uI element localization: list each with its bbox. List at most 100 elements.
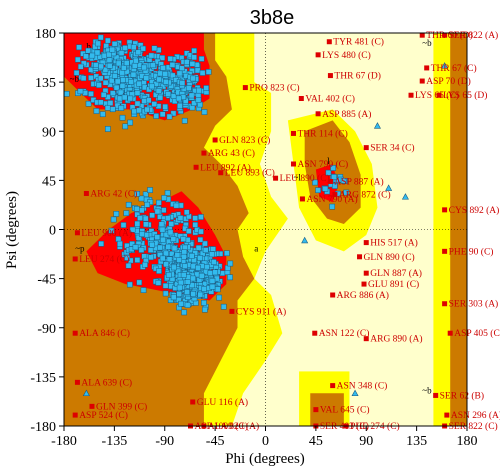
residue-point [163, 261, 169, 268]
residue-point [195, 97, 202, 103]
outlier-label: GLN 887 (A) [370, 268, 422, 279]
residue-point [177, 102, 183, 109]
outlier-point [312, 330, 318, 336]
residue-point [181, 263, 188, 269]
residue-point [115, 60, 122, 67]
residue-point [118, 105, 125, 111]
residue-point [155, 88, 162, 94]
outlier-point [72, 330, 78, 336]
residue-point [144, 106, 150, 113]
residue-point [88, 91, 94, 97]
outlier-point [442, 32, 448, 38]
residue-point [140, 45, 146, 52]
residue-point [163, 78, 169, 85]
outlier-label: HIS 517 (A) [370, 238, 418, 249]
residue-point [330, 165, 336, 171]
residue-point [76, 44, 82, 51]
residue-point [201, 306, 208, 313]
residue-point [124, 255, 130, 261]
residue-point [195, 244, 202, 251]
residue-point [134, 220, 141, 227]
residue-point [140, 287, 147, 293]
outlier-point [361, 281, 367, 287]
outlier-label: ASP 70 (D) [426, 76, 471, 87]
outlier-label: ASP 885 (A) [322, 109, 371, 120]
residue-points [63, 34, 449, 397]
residue-point [85, 47, 92, 54]
region-glyph-label: ~b [70, 74, 80, 84]
outlier-label: TYR 481 (C) [333, 37, 384, 48]
residue-point [208, 251, 215, 258]
residue-point [80, 75, 87, 82]
residue-point [159, 255, 166, 262]
residue-point [192, 221, 199, 228]
residue-point [197, 291, 204, 298]
region-glyph-label: ~b [422, 38, 432, 48]
residue-point [171, 264, 177, 271]
residue-point [93, 62, 99, 68]
residue-point [176, 70, 183, 77]
region-glyph-label: l [327, 156, 330, 166]
outlier-point [315, 52, 321, 58]
residue-point [102, 79, 109, 86]
outlier-point [444, 412, 450, 418]
residue-point [127, 281, 133, 288]
residue-point [99, 111, 106, 118]
outlier-label: LYS 65 (D) [443, 90, 487, 101]
residue-point [134, 257, 141, 263]
residue-point [180, 236, 187, 242]
residue-point [121, 94, 128, 101]
residue-point [131, 62, 138, 69]
outlier-point [419, 32, 425, 38]
residue-point [166, 256, 173, 263]
residue-point [167, 229, 174, 236]
outlier-point [298, 96, 304, 101]
outlier-label: THR 67 (C) [431, 63, 477, 74]
axis-lines [64, 33, 467, 426]
residue-point [149, 62, 156, 69]
residue-point [201, 109, 208, 115]
outlier-point [363, 270, 369, 276]
residue-point [133, 57, 139, 64]
residue-point [210, 259, 217, 265]
outlier-label: SER 822 (C) [449, 421, 498, 432]
outlier-label: SER 34 (C) [370, 143, 414, 154]
residue-point [120, 222, 127, 228]
residue-point [157, 94, 164, 101]
residue-point [179, 65, 185, 72]
residue-point [198, 56, 205, 62]
residue-point [162, 282, 169, 289]
residue-point [214, 286, 221, 293]
residue-point [118, 50, 125, 56]
outlier-point [447, 330, 453, 336]
y-tick-label: -90 [37, 322, 56, 337]
glycine-point [82, 389, 90, 397]
outlier-point [218, 170, 224, 176]
outlier-label: ASP 524 (C) [79, 410, 128, 421]
residue-point [153, 113, 160, 119]
outlier-label: CYS 911 (A) [236, 306, 286, 317]
residue-point [203, 85, 210, 91]
residue-point [198, 272, 205, 279]
outlier-label: PHE 90 (C) [449, 246, 494, 257]
residue-point [80, 60, 87, 67]
residue-point [148, 254, 154, 261]
residue-point [108, 77, 115, 84]
outlier-point [419, 78, 425, 84]
residue-point [138, 207, 145, 214]
residue-point [205, 69, 212, 75]
residue-point [190, 75, 196, 82]
residue-point [113, 211, 120, 217]
outlier-point [229, 308, 235, 314]
residue-point [136, 279, 143, 286]
glycine-point [301, 236, 309, 244]
residue-point [88, 74, 94, 81]
residue-point [176, 284, 183, 291]
residue-point [93, 108, 100, 114]
residue-point [85, 100, 92, 107]
residue-point [223, 250, 230, 257]
residue-point [142, 215, 149, 222]
residue-point [315, 187, 321, 194]
residue-point [142, 261, 148, 268]
outlier-label: THR 114 (C) [297, 128, 347, 139]
